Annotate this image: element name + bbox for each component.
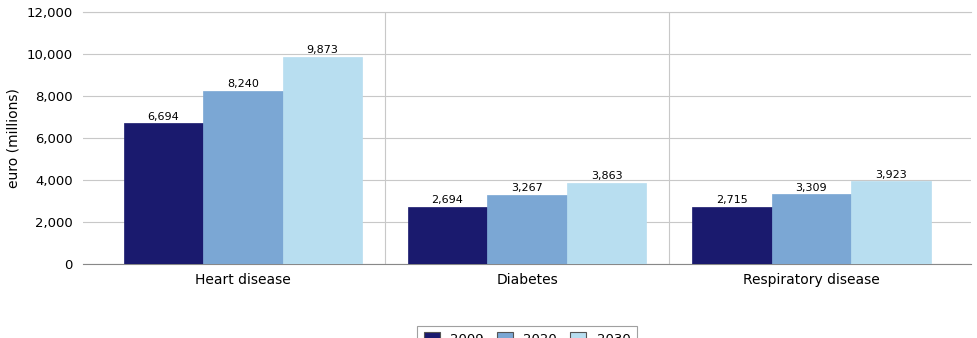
Text: 2,694: 2,694 xyxy=(431,195,463,206)
Bar xyxy=(850,182,930,264)
Text: 6,694: 6,694 xyxy=(148,112,179,122)
Text: 3,923: 3,923 xyxy=(874,170,906,180)
Text: 3,863: 3,863 xyxy=(590,171,622,181)
Y-axis label: euro (millions): euro (millions) xyxy=(7,88,21,188)
Bar xyxy=(567,183,646,264)
Bar xyxy=(203,91,282,264)
Text: 9,873: 9,873 xyxy=(306,45,338,55)
Bar xyxy=(407,207,487,264)
Text: 3,309: 3,309 xyxy=(794,183,827,193)
Bar xyxy=(123,123,203,264)
Text: 8,240: 8,240 xyxy=(227,79,259,89)
Text: 2,715: 2,715 xyxy=(715,195,746,205)
Text: 3,267: 3,267 xyxy=(511,184,542,193)
Bar xyxy=(771,194,850,264)
Legend: 2009, 2020, 2030: 2009, 2020, 2030 xyxy=(417,325,636,338)
Bar xyxy=(692,207,771,264)
Bar xyxy=(282,56,361,264)
Bar xyxy=(487,195,567,264)
